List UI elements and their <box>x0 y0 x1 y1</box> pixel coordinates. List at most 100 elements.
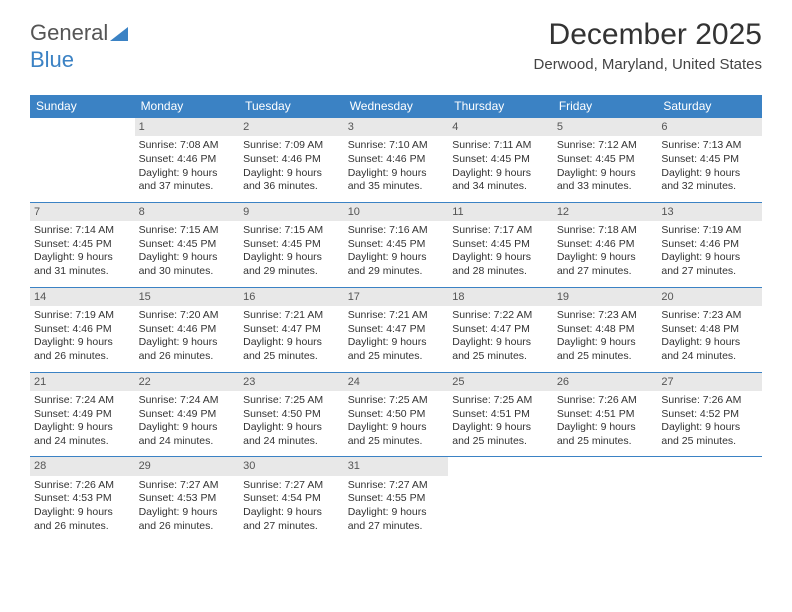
calendar-day: 16Sunrise: 7:21 AMSunset: 4:47 PMDayligh… <box>239 287 344 372</box>
day-number: 6 <box>657 118 762 136</box>
day-info: Sunrise: 7:17 AMSunset: 4:45 PMDaylight:… <box>452 224 549 279</box>
day-number: 5 <box>553 118 658 136</box>
day-info: Sunrise: 7:21 AMSunset: 4:47 PMDaylight:… <box>348 309 445 364</box>
logo-text-blue: Blue <box>30 47 74 72</box>
calendar-day: 25Sunrise: 7:25 AMSunset: 4:51 PMDayligh… <box>448 372 553 457</box>
calendar-day: 22Sunrise: 7:24 AMSunset: 4:49 PMDayligh… <box>135 372 240 457</box>
day-number: 19 <box>553 288 658 306</box>
calendar-day: 28 Sunrise: 7:26 AMSunset: 4:53 PMDayligh… <box>30 457 135 541</box>
day-info: Sunrise: 7:14 AMSunset: 4:45 PMDaylight:… <box>34 224 131 279</box>
day-number: 23 <box>239 373 344 391</box>
calendar-day: 24 Sunrise: 7:25 AMSunset: 4:50 PMDayligh… <box>344 372 449 457</box>
day-number: 4 <box>448 118 553 136</box>
day-number: 29 <box>135 457 240 475</box>
day-info: Sunrise: 7:25 AMSunset: 4:50 PMDaylight:… <box>348 394 445 449</box>
day-info: Sunrise: 7:23 AMSunset: 4:48 PMDaylight:… <box>557 309 654 364</box>
calendar-day: 5 Sunrise: 7:12 AMSunset: 4:45 PMDaylight… <box>553 118 658 203</box>
day-info: Sunrise: 7:27 AMSunset: 4:55 PMDaylight:… <box>348 479 445 534</box>
day-number: 28 <box>30 457 135 475</box>
calendar-day: 8 Sunrise: 7:15 AMSunset: 4:45 PMDaylight… <box>135 202 240 287</box>
logo-text-general: General <box>30 20 108 45</box>
calendar-day: 1Sunrise: 7:08 AMSunset: 4:46 PMDaylight… <box>135 118 240 203</box>
day-number: 22 <box>135 373 240 391</box>
day-number: 14 <box>30 288 135 306</box>
calendar-week: 7 Sunrise: 7:14 AMSunset: 4:45 PMDaylight… <box>30 202 762 287</box>
day-info: Sunrise: 7:26 AMSunset: 4:52 PMDaylight:… <box>661 394 758 449</box>
day-info: Sunrise: 7:11 AMSunset: 4:45 PMDaylight:… <box>452 139 549 194</box>
day-number: 1 <box>135 118 240 136</box>
day-number: 12 <box>553 203 658 221</box>
day-number: 8 <box>135 203 240 221</box>
day-header: Thursday <box>448 95 553 118</box>
day-header: Tuesday <box>239 95 344 118</box>
day-info: Sunrise: 7:12 AMSunset: 4:45 PMDaylight:… <box>557 139 654 194</box>
day-number: 18 <box>448 288 553 306</box>
day-info: Sunrise: 7:25 AMSunset: 4:50 PMDaylight:… <box>243 394 340 449</box>
day-number: 9 <box>239 203 344 221</box>
day-info: Sunrise: 7:27 AMSunset: 4:54 PMDaylight:… <box>243 479 340 534</box>
calendar-day: 3Sunrise: 7:10 AMSunset: 4:46 PMDaylight… <box>344 118 449 203</box>
calendar-day: 15Sunrise: 7:20 AMSunset: 4:46 PMDayligh… <box>135 287 240 372</box>
day-number: 24 <box>344 373 449 391</box>
day-number: 2 <box>239 118 344 136</box>
day-info: Sunrise: 7:18 AMSunset: 4:46 PMDaylight:… <box>557 224 654 279</box>
day-info: Sunrise: 7:16 AMSunset: 4:45 PMDaylight:… <box>348 224 445 279</box>
calendar-day: 9Sunrise: 7:15 AMSunset: 4:45 PMDaylight… <box>239 202 344 287</box>
calendar-day: 4 Sunrise: 7:11 AMSunset: 4:45 PMDaylight… <box>448 118 553 203</box>
day-info: Sunrise: 7:15 AMSunset: 4:45 PMDaylight:… <box>139 224 236 279</box>
day-number: 10 <box>344 203 449 221</box>
day-info: Sunrise: 7:09 AMSunset: 4:46 PMDaylight:… <box>243 139 340 194</box>
day-info: Sunrise: 7:24 AMSunset: 4:49 PMDaylight:… <box>34 394 131 449</box>
day-number: 15 <box>135 288 240 306</box>
day-info: Sunrise: 7:19 AMSunset: 4:46 PMDaylight:… <box>661 224 758 279</box>
day-header: Sunday <box>30 95 135 118</box>
calendar-week: 14Sunrise: 7:19 AMSunset: 4:46 PMDayligh… <box>30 287 762 372</box>
calendar-day-empty <box>30 118 135 203</box>
day-number: 30 <box>239 457 344 475</box>
calendar-week: 28 Sunrise: 7:26 AMSunset: 4:53 PMDayligh… <box>30 457 762 541</box>
calendar-day: 14Sunrise: 7:19 AMSunset: 4:46 PMDayligh… <box>30 287 135 372</box>
day-header: Friday <box>553 95 658 118</box>
location-text: Derwood, Maryland, United States <box>534 56 762 73</box>
day-info: Sunrise: 7:10 AMSunset: 4:46 PMDaylight:… <box>348 139 445 194</box>
day-info: Sunrise: 7:25 AMSunset: 4:51 PMDaylight:… <box>452 394 549 449</box>
calendar-week: 1Sunrise: 7:08 AMSunset: 4:46 PMDaylight… <box>30 118 762 203</box>
day-header: Wednesday <box>344 95 449 118</box>
day-header: Saturday <box>657 95 762 118</box>
calendar-day: 2 Sunrise: 7:09 AMSunset: 4:46 PMDaylight… <box>239 118 344 203</box>
calendar-day-empty <box>553 457 658 541</box>
calendar-day-empty <box>657 457 762 541</box>
day-info: Sunrise: 7:21 AMSunset: 4:47 PMDaylight:… <box>243 309 340 364</box>
calendar-day: 13 Sunrise: 7:19 AMSunset: 4:46 PMDayligh… <box>657 202 762 287</box>
calendar-day: 18 Sunrise: 7:22 AMSunset: 4:47 PMDayligh… <box>448 287 553 372</box>
day-info: Sunrise: 7:22 AMSunset: 4:47 PMDaylight:… <box>452 309 549 364</box>
calendar-week: 21 Sunrise: 7:24 AMSunset: 4:49 PMDayligh… <box>30 372 762 457</box>
day-number: 17 <box>344 288 449 306</box>
calendar-day: 20 Sunrise: 7:23 AMSunset: 4:48 PMDayligh… <box>657 287 762 372</box>
calendar-day: 7 Sunrise: 7:14 AMSunset: 4:45 PMDaylight… <box>30 202 135 287</box>
day-info: Sunrise: 7:23 AMSunset: 4:48 PMDaylight:… <box>661 309 758 364</box>
calendar-day: 12 Sunrise: 7:18 AMSunset: 4:46 PMDayligh… <box>553 202 658 287</box>
day-number: 21 <box>30 373 135 391</box>
calendar-day: 10 Sunrise: 7:16 AMSunset: 4:45 PMDayligh… <box>344 202 449 287</box>
calendar-day: 17 Sunrise: 7:21 AMSunset: 4:47 PMDayligh… <box>344 287 449 372</box>
calendar-day: 21 Sunrise: 7:24 AMSunset: 4:49 PMDayligh… <box>30 372 135 457</box>
day-number: 26 <box>553 373 658 391</box>
calendar-day: 26Sunrise: 7:26 AMSunset: 4:51 PMDayligh… <box>553 372 658 457</box>
day-info: Sunrise: 7:26 AMSunset: 4:53 PMDaylight:… <box>34 479 131 534</box>
calendar-day: 23 Sunrise: 7:25 AMSunset: 4:50 PMDayligh… <box>239 372 344 457</box>
calendar-day: 27 Sunrise: 7:26 AMSunset: 4:52 PMDayligh… <box>657 372 762 457</box>
calendar-table: SundayMondayTuesdayWednesdayThursdayFrid… <box>30 95 762 541</box>
calendar-day: 6 Sunrise: 7:13 AMSunset: 4:45 PMDaylight… <box>657 118 762 203</box>
calendar-day: 30 Sunrise: 7:27 AMSunset: 4:54 PMDayligh… <box>239 457 344 541</box>
header: December 2025 Derwood, Maryland, United … <box>534 18 762 73</box>
day-number: 20 <box>657 288 762 306</box>
calendar-day: 31Sunrise: 7:27 AMSunset: 4:55 PMDayligh… <box>344 457 449 541</box>
day-number: 13 <box>657 203 762 221</box>
day-info: Sunrise: 7:13 AMSunset: 4:45 PMDaylight:… <box>661 139 758 194</box>
calendar-day: 29 Sunrise: 7:27 AMSunset: 4:53 PMDayligh… <box>135 457 240 541</box>
day-number: 27 <box>657 373 762 391</box>
logo-triangle-icon <box>110 21 128 47</box>
day-info: Sunrise: 7:27 AMSunset: 4:53 PMDaylight:… <box>139 479 236 534</box>
day-number: 7 <box>30 203 135 221</box>
